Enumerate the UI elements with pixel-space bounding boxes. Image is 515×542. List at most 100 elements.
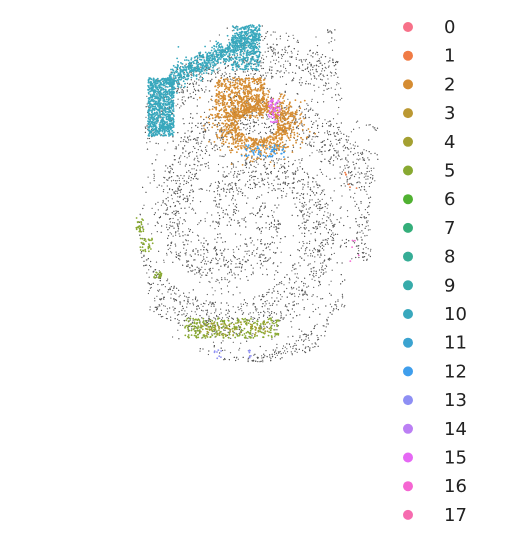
background-point — [308, 116, 310, 119]
background-point — [163, 259, 165, 261]
background-point — [330, 220, 332, 222]
background-point — [321, 189, 323, 191]
background-point — [291, 270, 293, 272]
background-point — [254, 353, 256, 355]
background-point — [276, 347, 278, 349]
background-point — [299, 314, 301, 316]
background-point — [270, 129, 272, 131]
background-point — [312, 311, 314, 313]
background-point — [200, 149, 202, 151]
background-point — [264, 171, 266, 173]
background-point — [335, 156, 337, 158]
background-point — [312, 69, 314, 71]
background-point — [156, 221, 158, 223]
background-point — [284, 162, 286, 165]
background-point — [178, 212, 180, 214]
background-point — [309, 194, 311, 197]
background-point — [189, 267, 191, 269]
background-point — [172, 172, 175, 174]
background-point — [206, 256, 208, 258]
background-point — [179, 235, 181, 237]
background-point — [307, 53, 309, 55]
background-point — [185, 296, 187, 298]
background-point — [232, 254, 234, 257]
background-point — [307, 173, 309, 175]
background-point — [203, 127, 205, 129]
background-point — [262, 183, 264, 185]
background-point — [276, 329, 278, 331]
background-point — [322, 93, 324, 95]
background-point — [235, 187, 238, 189]
background-point — [236, 203, 238, 205]
background-point — [217, 262, 219, 264]
background-point — [363, 188, 365, 191]
background-point — [316, 183, 318, 185]
background-point — [173, 202, 175, 204]
background-point — [196, 266, 198, 268]
background-point — [261, 295, 263, 297]
background-point — [180, 188, 182, 191]
background-point — [299, 162, 301, 164]
background-point — [285, 140, 287, 142]
background-point — [226, 188, 228, 190]
background-point — [329, 60, 331, 62]
background-point — [345, 146, 347, 148]
background-point — [341, 303, 343, 305]
background-point — [328, 82, 330, 84]
background-point — [324, 193, 326, 196]
background-point — [174, 312, 176, 314]
background-point — [300, 211, 302, 213]
background-point — [163, 189, 165, 191]
background-point — [327, 231, 329, 234]
background-point — [268, 312, 270, 314]
background-point — [288, 45, 290, 47]
background-point — [331, 200, 333, 202]
background-point — [288, 343, 290, 345]
background-point — [322, 262, 324, 264]
background-point — [287, 183, 289, 185]
background-point — [309, 144, 311, 147]
background-point — [294, 173, 296, 175]
background-point — [307, 219, 309, 221]
background-point — [167, 142, 169, 144]
background-point — [344, 147, 346, 149]
background-point — [327, 238, 329, 240]
background-point — [236, 356, 238, 358]
background-point — [256, 183, 258, 186]
background-point — [301, 124, 303, 126]
background-point — [188, 206, 190, 208]
background-point — [281, 49, 283, 51]
background-point — [262, 67, 265, 70]
background-point — [239, 245, 241, 247]
background-point — [239, 278, 241, 280]
background-point — [142, 207, 144, 210]
background-point — [168, 289, 170, 291]
background-point — [206, 325, 208, 327]
background-point — [238, 309, 240, 311]
background-point — [179, 324, 181, 326]
background-point — [219, 313, 221, 316]
background-point — [330, 143, 332, 145]
background-point — [224, 265, 226, 267]
background-point — [263, 314, 265, 316]
background-point — [242, 169, 244, 171]
background-point — [260, 311, 262, 314]
background-point — [246, 303, 248, 305]
background-point — [194, 269, 196, 271]
background-point — [169, 176, 171, 178]
background-point — [168, 227, 170, 229]
background-point — [160, 231, 162, 233]
background-point — [307, 255, 309, 257]
background-point — [280, 298, 282, 300]
background-point — [187, 136, 189, 138]
background-point — [314, 324, 316, 327]
background-point — [200, 249, 202, 251]
background-point — [272, 288, 274, 290]
background-point — [287, 336, 289, 338]
background-point — [329, 219, 331, 221]
background-point — [222, 174, 224, 176]
background-point — [292, 235, 294, 237]
background-point — [189, 93, 191, 95]
background-point — [295, 58, 297, 61]
background-point — [290, 293, 292, 296]
